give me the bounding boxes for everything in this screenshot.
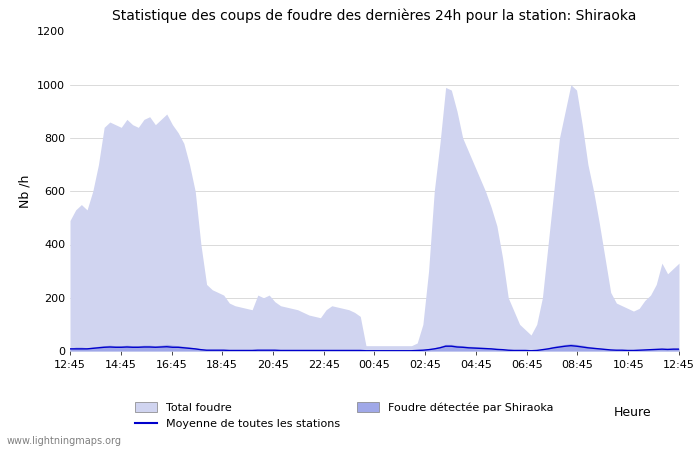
Title: Statistique des coups de foudre des dernières 24h pour la station: Shiraoka: Statistique des coups de foudre des dern… — [112, 9, 637, 23]
Y-axis label: Nb /h: Nb /h — [18, 175, 32, 208]
Text: www.lightningmaps.org: www.lightningmaps.org — [7, 436, 122, 446]
Legend: Total foudre, Moyenne de toutes les stations, Foudre détectée par Shiraoka: Total foudre, Moyenne de toutes les stat… — [130, 397, 559, 435]
Text: Heure: Heure — [613, 405, 651, 418]
